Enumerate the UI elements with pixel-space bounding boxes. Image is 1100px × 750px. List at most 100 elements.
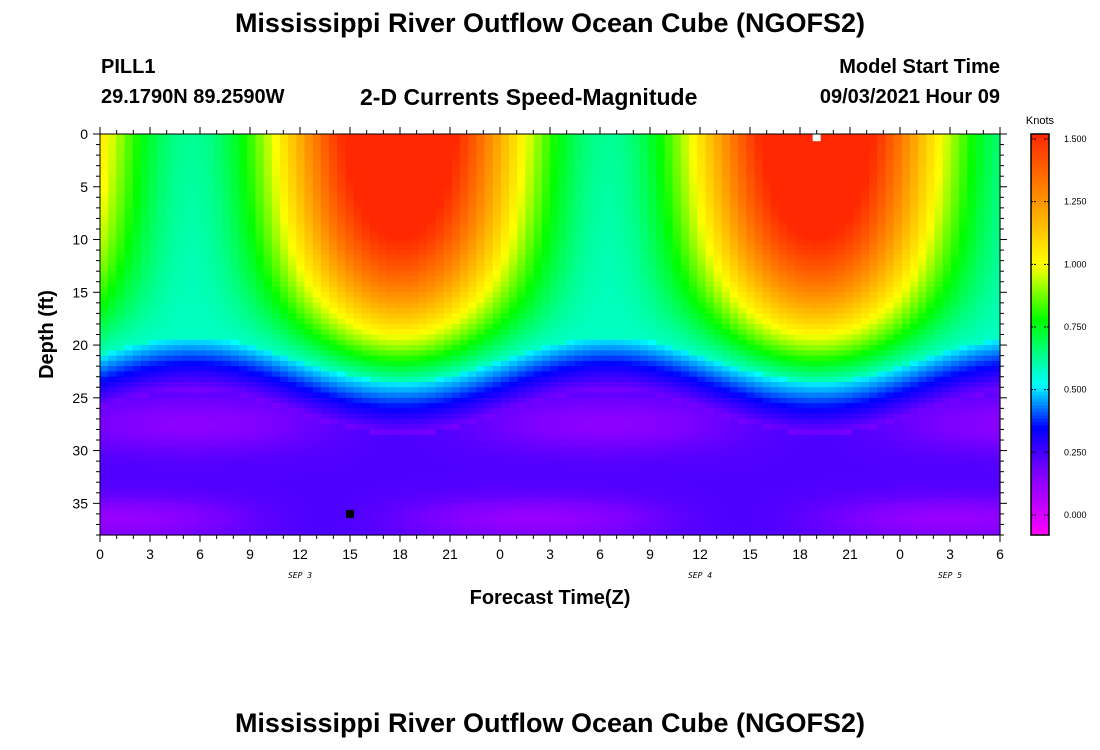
heatmap-cell [190,503,199,510]
heatmap-cell [623,170,633,177]
heatmap-cell [198,371,207,378]
heatmap-cell [378,445,387,452]
heatmap-cell [509,445,518,452]
heatmap-cell [108,476,117,483]
heatmap-cell [427,345,437,351]
heatmap-cell [271,223,281,230]
heatmap-cell [435,360,445,367]
heatmap-cell [525,397,535,404]
heatmap-cell [132,202,142,209]
heatmap-cell [631,192,641,198]
heatmap-cell [394,498,404,504]
heatmap-cell [435,403,445,409]
heatmap-cell [582,181,592,188]
heatmap-cell [615,455,625,462]
heatmap-cell [378,323,387,330]
heatmap-cell [116,408,126,415]
heatmap-cell [345,529,355,536]
heatmap-cell [304,160,314,167]
heatmap-cell [517,498,527,504]
heatmap-cell [370,139,379,146]
heatmap-cell [132,281,142,288]
heatmap-cell [386,186,396,193]
heatmap-cell [566,186,576,193]
heatmap-cell [100,440,109,446]
heatmap-cell [157,139,167,146]
heatmap-cell [394,287,404,293]
heatmap-cell [623,345,633,351]
heatmap-cell [263,281,273,288]
heatmap-cell [263,418,273,425]
heatmap-cell [590,144,600,151]
heatmap-cell [100,165,109,172]
heatmap-cell [410,360,420,367]
heatmap-cell [190,160,199,167]
heatmap-cell [165,186,175,193]
heatmap-cell [410,149,420,156]
heatmap-cell [500,513,510,520]
heatmap-cell [116,366,126,373]
heatmap-cell [247,244,257,251]
heatmap-cell [206,403,216,409]
heatmap-cell [410,144,420,151]
heatmap-cell [590,297,600,304]
heatmap-cell [132,308,142,314]
heatmap-cell [108,192,117,198]
heatmap-cell [435,155,445,161]
heatmap-cell [271,461,281,468]
heatmap-cell [533,250,543,256]
heatmap-cell [206,334,216,341]
heatmap-cell [271,487,281,494]
heatmap-cell [198,281,207,288]
heatmap-cell [492,350,502,357]
heatmap-cell [410,165,420,172]
heatmap-cell [304,387,314,394]
heatmap-cell [533,202,543,209]
heatmap-cell [157,176,167,183]
heatmap-cell [558,255,567,262]
heatmap-cell [599,297,608,304]
heatmap-cell [517,292,527,299]
heatmap-cell [206,355,216,362]
heatmap-cell [517,197,527,204]
heatmap-cell [476,339,486,346]
heatmap-cell [247,440,257,446]
heatmap-cell [132,144,142,151]
heatmap-cell [476,529,486,536]
heatmap-cell [116,149,126,156]
heatmap-cell [590,455,600,462]
heatmap-cell [386,371,396,378]
heatmap-cell [345,492,355,499]
heatmap-cell [132,508,142,515]
heatmap-cell [304,392,314,399]
heatmap-cell [386,176,396,183]
heatmap-cell [173,192,183,198]
heatmap-cell [386,313,396,320]
heatmap-cell [435,239,445,246]
heatmap-cell [623,176,633,183]
heatmap-cell [509,287,518,293]
heatmap-cell [500,440,510,446]
heatmap-cell [599,413,608,420]
heatmap-cell [165,519,175,526]
heatmap-cell [190,376,199,383]
heatmap-cell [263,371,273,378]
heatmap-cell [378,476,387,483]
heatmap-cell [550,397,559,404]
heatmap-cell [517,323,527,330]
heatmap-cell [345,134,355,140]
heatmap-cell [304,250,314,256]
heatmap-cell [132,360,142,367]
heatmap-cell [190,508,199,515]
heatmap-cell [525,186,535,193]
heatmap-cell [607,323,617,330]
heatmap-cell [517,418,527,425]
heatmap-cell [149,329,158,336]
heatmap-cell [247,271,257,278]
heatmap-cell [132,271,142,278]
heatmap-cell [607,408,617,415]
heatmap-cell [312,355,322,362]
heatmap-cell [288,387,297,394]
heatmap-cell [550,176,559,183]
heatmap-cell [361,371,371,378]
